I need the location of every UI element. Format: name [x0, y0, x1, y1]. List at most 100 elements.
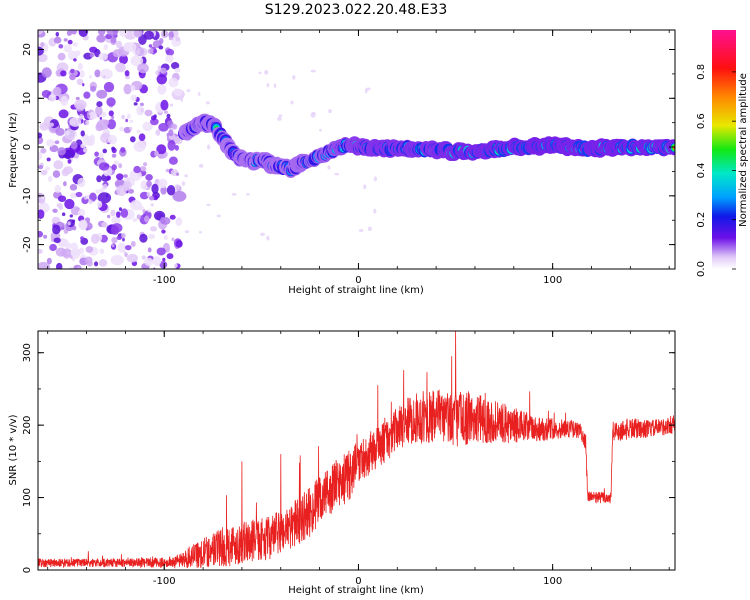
noise-speckle — [106, 97, 116, 107]
noise-speckle — [94, 151, 100, 157]
noise-speckle — [76, 207, 80, 212]
noise-speckle — [79, 70, 85, 78]
noise-speckle — [363, 184, 367, 190]
noise-speckle — [96, 101, 103, 108]
noise-speckle — [136, 129, 141, 134]
noise-speckle — [54, 140, 60, 145]
noise-speckle — [166, 168, 169, 173]
colorbar-label: Normalized spectral amplitude — [738, 73, 749, 227]
noise-speckle — [38, 248, 43, 254]
noise-speckle — [118, 207, 123, 211]
noise-speckle — [77, 208, 86, 218]
noise-speckle — [310, 112, 316, 118]
noise-speckle — [94, 69, 101, 78]
noise-speckle — [77, 62, 83, 71]
noise-speckle — [111, 236, 118, 244]
noise-speckle — [175, 36, 181, 42]
noise-speckle — [139, 233, 148, 243]
noise-speckle — [129, 136, 136, 143]
noise-speckle — [55, 32, 59, 37]
noise-speckle — [71, 136, 75, 141]
noise-speckle — [77, 177, 86, 188]
noise-speckle — [158, 45, 164, 50]
noise-speckle — [258, 71, 262, 75]
noise-speckle — [245, 193, 250, 196]
noise-speckle — [71, 30, 77, 35]
noise-speckle — [96, 175, 102, 183]
noise-speckle — [54, 184, 62, 193]
noise-speckle — [41, 195, 45, 200]
noise-speckle — [136, 214, 141, 220]
noise-speckle — [77, 266, 81, 269]
noise-speckle — [102, 183, 108, 190]
noise-speckle — [150, 226, 158, 232]
noise-speckle — [73, 58, 77, 62]
noise-speckle — [60, 70, 67, 77]
noise-speckle — [49, 243, 57, 252]
noise-speckle — [95, 123, 104, 132]
noise-speckle — [63, 166, 74, 175]
noise-speckle — [125, 118, 129, 123]
noise-speckle — [89, 192, 97, 202]
noise-speckle — [163, 110, 168, 114]
noise-speckle — [198, 231, 203, 234]
noise-speckle — [165, 48, 175, 56]
noise-speckle — [133, 165, 141, 174]
noise-speckle — [38, 53, 48, 63]
colorbar-tick-label: 0.4 — [696, 162, 707, 178]
noise-speckle — [156, 74, 168, 85]
noise-speckle — [277, 116, 282, 121]
noise-speckle — [171, 123, 178, 130]
noise-speckle — [67, 39, 73, 45]
noise-speckle — [117, 242, 127, 253]
noise-speckle — [111, 243, 115, 248]
noise-speckle — [231, 193, 237, 196]
noise-speckle — [38, 151, 43, 160]
noise-speckle — [49, 144, 59, 153]
noise-speckle — [146, 191, 151, 197]
y-tick-label: -20 — [22, 236, 33, 252]
noise-speckle — [69, 184, 78, 191]
noise-speckle — [358, 229, 364, 233]
noise-speckle — [144, 257, 154, 267]
noise-speckle — [116, 235, 122, 240]
noise-speckle — [168, 156, 178, 165]
snr-xlabel: Height of straight line (km) — [288, 585, 424, 596]
noise-speckle — [98, 52, 108, 61]
spectrogram-axes-frame — [37, 29, 676, 270]
noise-speckle — [129, 119, 134, 123]
noise-speckle — [168, 36, 173, 41]
noise-speckle — [163, 235, 168, 240]
noise-speckle — [46, 139, 55, 147]
noise-speckle — [96, 89, 108, 99]
spectrogram-ylabel: Frequency (Hz) — [8, 112, 19, 188]
noise-speckle — [106, 30, 119, 36]
noise-speckle — [107, 214, 111, 219]
noise-speckle — [153, 114, 157, 119]
noise-speckle — [56, 262, 63, 269]
noise-speckle — [68, 266, 74, 269]
noise-speckle — [111, 146, 116, 151]
noise-speckle — [142, 121, 153, 132]
noise-speckle — [157, 65, 162, 70]
noise-speckle — [166, 185, 176, 196]
noise-speckle — [53, 237, 61, 244]
noise-speckle — [90, 233, 100, 244]
noise-speckle — [55, 127, 65, 136]
noise-speckle — [110, 254, 124, 266]
noise-speckle — [67, 50, 79, 61]
noise-speckle — [133, 30, 143, 38]
noise-speckle — [111, 153, 117, 158]
noise-speckle — [113, 160, 119, 165]
noise-speckle — [123, 83, 132, 95]
x-tick-label: 0 — [355, 576, 361, 587]
noise-speckle — [130, 94, 137, 102]
noise-speckle — [173, 263, 178, 268]
noise-speckle — [103, 119, 110, 126]
noise-speckle — [292, 74, 296, 80]
noise-speckle — [88, 199, 93, 204]
noise-speckle — [373, 176, 378, 182]
noise-speckle — [123, 41, 137, 53]
